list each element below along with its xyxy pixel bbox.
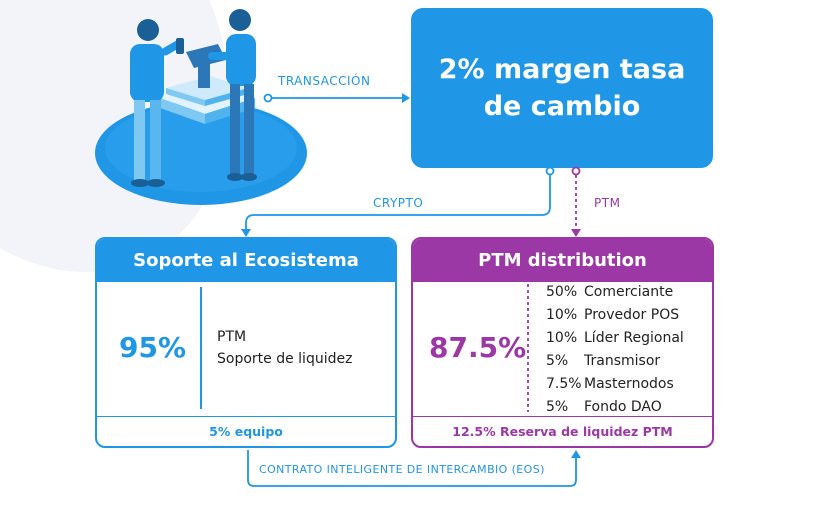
ecosystem-item: PTM: [217, 329, 247, 345]
ptm-distribution-percent: 87.5%: [429, 331, 527, 364]
ptm-distribution-item: 10% Líder Regional: [546, 330, 684, 346]
ptm-distribution-divider: [527, 284, 529, 412]
ptm-distribution-item: 10% Provedor POS: [546, 307, 680, 323]
ptm-arrow: [571, 166, 581, 237]
ptm-distribution-item: 50% Comerciante: [546, 284, 674, 300]
ecosystem-card: Soporte al Ecosistema 95% PTM Soporte de…: [95, 237, 397, 448]
ptm-distribution-card: PTM distribution 87.5% 12.5% Reserva de …: [411, 237, 714, 448]
ptm-label: PTM: [594, 196, 621, 210]
contract-connector: [247, 450, 581, 487]
crypto-label: CRYPTO: [373, 196, 424, 210]
ecosystem-item: Soporte de liquidez: [217, 351, 353, 367]
exchange-rate-margin-title: 2% margen tasa de cambio: [438, 54, 686, 122]
transaction-label: TRANSACCIÓN: [278, 74, 371, 88]
ecosystem-card-title: Soporte al Ecosistema: [97, 239, 395, 282]
ecosystem-percent: 95%: [119, 331, 187, 364]
ptm-distribution-item: 5% Fondo DAO: [546, 399, 662, 415]
exchange-rate-margin-box: 2% margen tasa de cambio: [411, 8, 713, 168]
ptm-distribution-item: 5% Transmisor: [546, 353, 661, 369]
contract-label: CONTRATO INTELIGENTE DE INTERCAMBIO (EOS…: [259, 463, 545, 476]
ptm-distribution-footer: 12.5% Reserva de liquidez PTM: [413, 416, 712, 446]
payment-illustration: [95, 9, 307, 205]
crypto-arrow: [241, 166, 555, 237]
ecosystem-footer: 5% equipo: [97, 416, 395, 446]
ptm-distribution-item: 7.5% Masternodos: [546, 376, 674, 392]
ptm-distribution-title: PTM distribution: [413, 239, 712, 282]
ecosystem-divider: [200, 287, 202, 409]
transaction-arrow: [263, 93, 410, 103]
